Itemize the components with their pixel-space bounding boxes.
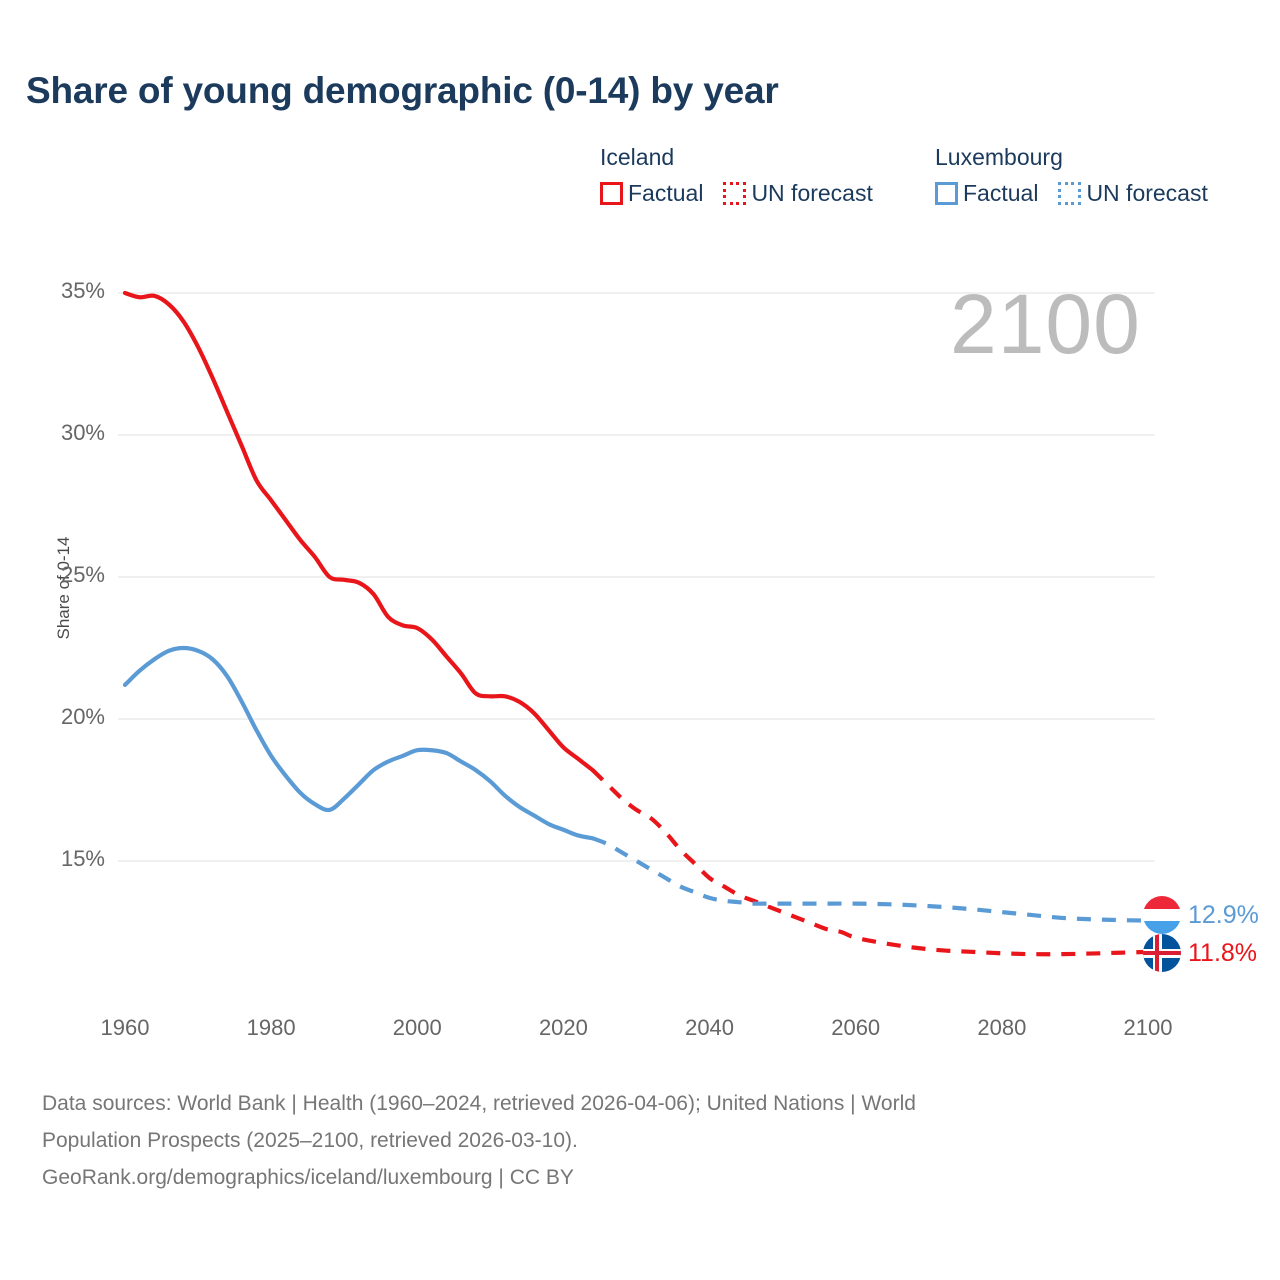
legend-group-luxembourg: Luxembourg Factual UN forecast — [935, 142, 1208, 205]
y-tick-label: 15% — [60, 846, 105, 871]
legend-item-iceland-forecast[interactable]: UN forecast — [723, 180, 873, 206]
legend-item-luxembourg-forecast[interactable]: UN forecast — [1058, 180, 1208, 206]
series-line-factual-luxembourg — [122, 645, 595, 841]
x-tick-label: 2040 — [685, 1015, 735, 1040]
x-tick-label: 2000 — [392, 1015, 442, 1040]
legend-group-iceland: Iceland Factual UN forecast — [600, 142, 873, 205]
series-line-forecast-iceland — [591, 768, 1149, 957]
x-tick-label: 2080 — [977, 1015, 1027, 1040]
end-value-iceland: 11.8% — [1188, 938, 1258, 967]
y-tick-label: 35% — [60, 278, 105, 303]
legend-country-label: Iceland — [600, 144, 675, 170]
legend-item-label: Factual — [963, 180, 1039, 206]
legend-country-label: Luxembourg — [935, 144, 1063, 170]
page-title: Share of young demographic (0-14) by yea… — [26, 70, 779, 111]
legend-item-label: UN forecast — [751, 180, 873, 206]
chart-legend: Iceland Factual UN forecast Luxembourg F… — [600, 142, 1260, 222]
y-axis-title: Share of 0-14 — [54, 536, 73, 640]
legend-swatch-solid-icon — [600, 181, 623, 205]
x-tick-label: 1960 — [100, 1015, 150, 1040]
footer-line-1: Data sources: World Bank | Health (1960–… — [42, 1092, 916, 1115]
legend-item-iceland-factual[interactable]: Factual — [600, 181, 703, 205]
footer-line-3[interactable]: GeoRank.org/demographics/iceland/luxembo… — [42, 1166, 574, 1189]
series-line-factual-iceland — [122, 290, 595, 773]
x-tick-label: 2100 — [1123, 1015, 1173, 1040]
y-tick-label: 20% — [60, 704, 105, 729]
x-tick-label: 2020 — [538, 1015, 588, 1040]
y-tick-label: 25% — [60, 562, 105, 587]
legend-item-label: Factual — [628, 180, 704, 206]
footer-line-2: Population Prospects (2025–2100, retriev… — [42, 1129, 578, 1152]
legend-swatch-solid-icon — [935, 181, 958, 205]
y-tick-label: 30% — [60, 420, 105, 445]
series-lines — [122, 290, 1149, 957]
iceland-flag-icon — [1143, 934, 1181, 972]
legend-item-luxembourg-factual[interactable]: Factual — [935, 181, 1038, 205]
end-value-luxembourg: 12.9% — [1188, 900, 1259, 929]
gridlines — [118, 292, 1155, 862]
legend-swatch-dotted-icon — [723, 181, 747, 205]
end-marker-luxembourg: 12.9% — [1143, 896, 1259, 934]
series-line-forecast-luxembourg — [591, 836, 1149, 923]
x-tick-label: 1980 — [246, 1015, 296, 1040]
luxembourg-flag-icon — [1143, 896, 1181, 934]
legend-item-label: UN forecast — [1086, 180, 1208, 206]
watermark-year: 2100 — [950, 277, 1141, 371]
legend-swatch-dotted-icon — [1058, 181, 1082, 205]
x-tick-label: 2060 — [831, 1015, 881, 1040]
footer-sources: Data sources: World Bank | Health (1960–… — [42, 1085, 1192, 1196]
end-marker-iceland: 11.8% — [1143, 934, 1257, 972]
